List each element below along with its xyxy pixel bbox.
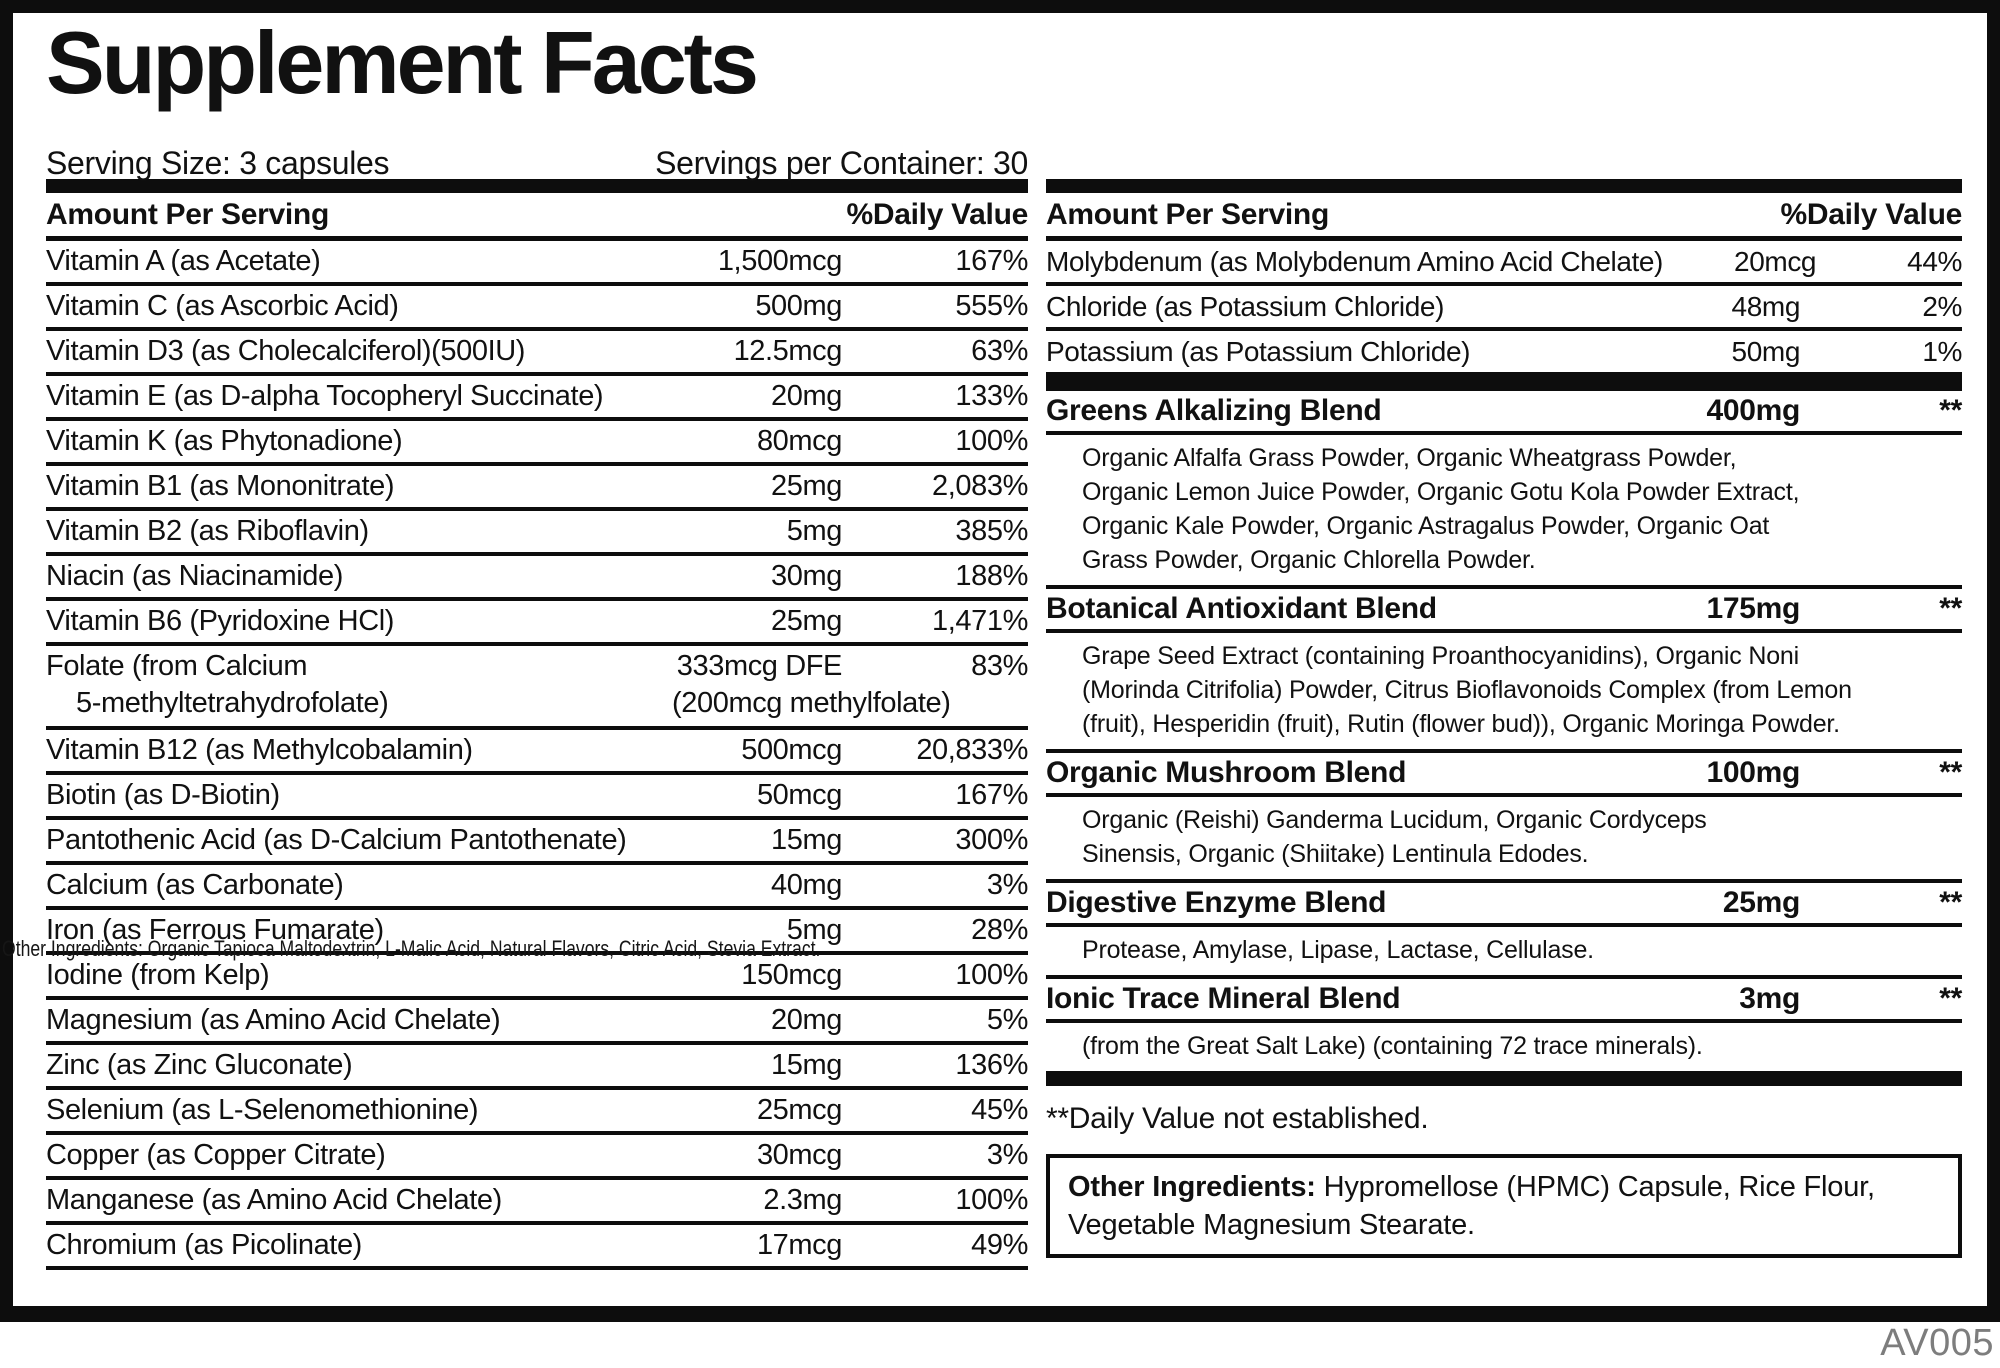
table-row: Niacin (as Niacinamide) 30mg 188% [46, 556, 1028, 601]
other-ingredients-label: Other Ingredients: [1068, 1171, 1316, 1203]
left-panel: Serving Size: 3 capsules Servings per Co… [46, 145, 1028, 1270]
table-row: Biotin (as D-Biotin) 50mcg 167% [46, 775, 1028, 820]
table-row: Manganese (as Amino Acid Chelate) 2.3mg 10… [46, 1180, 1028, 1225]
daily-value-header: %Daily Value [846, 197, 1029, 231]
misplaced-other-ingredients-text: Other Ingredients: Organic Tapioca Malto… [2, 936, 821, 961]
divider-thick [1046, 1071, 1962, 1086]
table-row: Chromium (as Picolinate) 17mcg 49% [46, 1225, 1028, 1270]
label-code: AV005 [1880, 1322, 1994, 1364]
bottom-divider-bar [0, 1306, 2000, 1322]
amount-header: Amount Per Serving [46, 197, 329, 231]
right-panel: Amount Per Serving %Daily Value Molybden… [1046, 179, 1962, 1258]
blend-ingredients: Organic (Reishi) Ganderma Lucidum, Organ… [1046, 797, 1962, 883]
other-ingredients-text: Hypromellose (HPMC) Capsule, Rice Flour,… [1068, 1171, 1875, 1241]
divider-thick [1046, 376, 1962, 391]
amount-header: Amount Per Serving [1046, 197, 1329, 231]
table-row: Iodine (from Kelp) 150mcg 100% [46, 955, 1028, 1000]
blend-title-row: Greens Alkalizing Blend 400mg ** [1046, 391, 1962, 435]
servings-per-container: Servings per Container: 30 [655, 145, 1028, 181]
label-frame: Supplement Facts Serving Size: 3 capsule… [0, 0, 2000, 1306]
table-row: Copper (as Copper Citrate) 30mcg 3% [46, 1135, 1028, 1180]
table-row: Potassium (as Potassium Chloride) 50mg 1% [1046, 331, 1962, 376]
table-row: Molybdenum (as Molybdenum Amino Acid Che… [1046, 241, 1962, 286]
table-row: Calcium (as Carbonate) 40mg 3% [46, 865, 1028, 910]
table-row: Vitamin B1 (as Mononitrate) 25mg 2,083% [46, 466, 1028, 511]
table-row: Vitamin A (as Acetate) 1,500mcg 167% [46, 241, 1028, 286]
blend-ingredients: Protease, Amylase, Lipase, Lactase, Cell… [1046, 927, 1962, 979]
blend-ingredients: Grape Seed Extract (containing Proanthoc… [1046, 633, 1962, 753]
left-table-header: Amount Per Serving %Daily Value [46, 193, 1028, 241]
divider-thick [1046, 179, 1962, 193]
other-ingredients-box: Other Ingredients: Hypromellose (HPMC) C… [1046, 1154, 1962, 1258]
blend-title-row: Botanical Antioxidant Blend 175mg ** [1046, 589, 1962, 633]
table-row: Zinc (as Zinc Gluconate) 15mg 136% [46, 1045, 1028, 1090]
table-row: Vitamin B2 (as Riboflavin) 5mg 385% [46, 511, 1028, 556]
table-row: Vitamin K (as Phytonadione) 80mcg 100% [46, 421, 1028, 466]
table-row: Selenium (as L-Selenomethionine) 25mcg 45% [46, 1090, 1028, 1135]
table-row-folate: Folate (from Calcium 5-methyltetrahydrofo… [46, 646, 1028, 730]
serving-info: Serving Size: 3 capsules Servings per Co… [46, 145, 1028, 181]
daily-value-footnote: **Daily Value not established. [1046, 1102, 1429, 1135]
serving-size: Serving Size: 3 capsules [46, 145, 390, 181]
blend-title-row: Ionic Trace Mineral Blend 3mg ** [1046, 979, 1962, 1023]
blend-ingredients: Organic Alfalfa Grass Powder, Organic Wh… [1046, 435, 1962, 589]
right-table-header: Amount Per Serving %Daily Value [1046, 193, 1962, 241]
table-row: Chloride (as Potassium Chloride) 48mg 2% [1046, 286, 1962, 331]
table-row: Vitamin B6 (Pyridoxine HCl) 25mg 1,471% [46, 601, 1028, 646]
table-row: Vitamin B12 (as Methylcobalamin) 500mcg 20… [46, 730, 1028, 775]
divider-thick [46, 179, 1028, 193]
page-title: Supplement Facts [46, 13, 759, 112]
table-row: Vitamin C (as Ascorbic Acid) 500mg 555% [46, 286, 1028, 331]
table-row: Iron (as Ferrous Fumarate) 5mg 28% [46, 910, 1028, 955]
blend-title-row: Digestive Enzyme Blend 25mg ** [1046, 883, 1962, 927]
table-row: Magnesium (as Amino Acid Chelate) 20mg 5% [46, 1000, 1028, 1045]
blend-ingredients: (from the Great Salt Lake) (containing 7… [1082, 1032, 1703, 1060]
table-row: Vitamin D3 (as Cholecalciferol)(500IU) 12… [46, 331, 1028, 376]
blend-title-row: Organic Mushroom Blend 100mg ** [1046, 753, 1962, 797]
daily-value-header: %Daily Value [1780, 197, 1963, 231]
table-row: Vitamin E (as D-alpha Tocopheryl Succina… [46, 376, 1028, 421]
table-row: Pantothenic Acid (as D-Calcium Pantothen… [46, 820, 1028, 865]
